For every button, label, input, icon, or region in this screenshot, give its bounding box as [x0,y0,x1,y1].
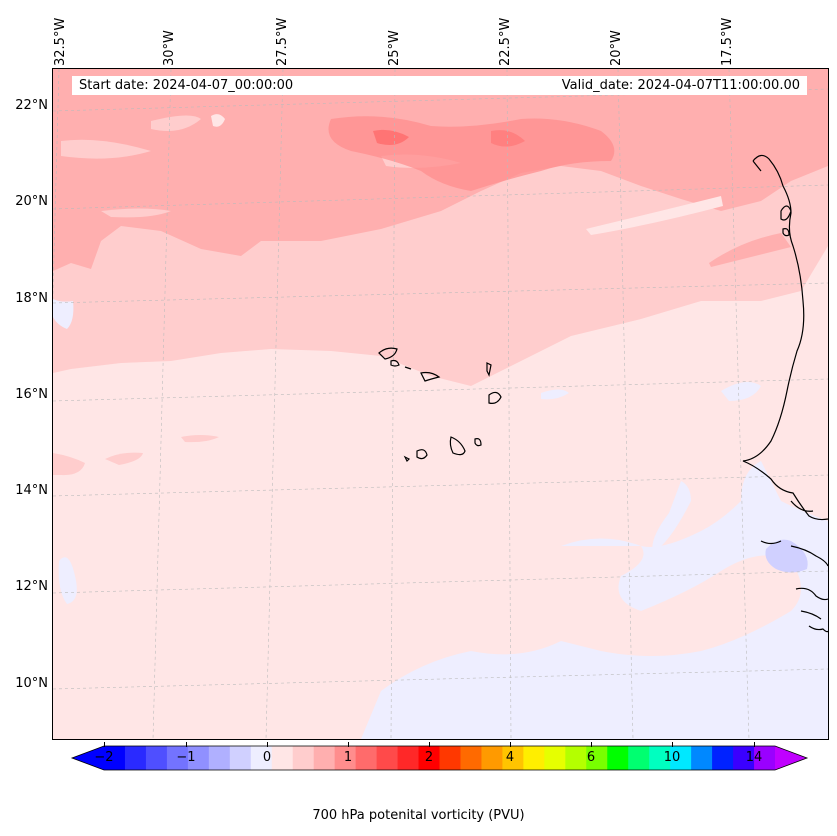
colorbar-swatch [208,746,231,770]
colorbar-swatch [271,746,294,770]
start-date-text: Start date: 2024-04-07_00:00:00 [79,78,294,93]
colorbar-swatch [187,746,210,770]
colorbar-extend-high [775,746,807,770]
colorbar-swatch [418,746,440,770]
colorbar-swatch [250,746,273,770]
pv-patch [53,299,74,329]
colorbar-label-4: 4 [505,750,515,765]
colorbar-swatch [229,746,252,770]
date-info-bar: Start date: 2024-04-07_00:00:00 Valid_da… [72,76,807,95]
lat-label-18n: 18°N [15,291,48,306]
colorbar-tick [429,742,430,747]
colorbar-swatch [292,746,315,770]
colorbar-swatch [565,746,587,770]
pv-patch [586,196,723,235]
valid-date-text: Valid_date: 2024-04-07T11:00:00.00 [561,78,800,93]
colorbar-tick [754,742,755,747]
lat-label-22n: 22°N [15,98,48,113]
colorbar-swatch [334,746,357,770]
colorbar-tick [186,742,187,747]
pv-patch [652,481,691,553]
colorbar-swatch [166,746,189,770]
colorbar-tick [348,742,349,747]
map-panel [52,68,829,740]
colorbar-swatch [124,746,147,770]
graticule [53,69,828,739]
lon-label-27-5w: 27.5°W [275,17,290,66]
pv-patch [373,129,409,145]
colorbar-swatch [460,746,482,770]
colorbar-tick [510,742,511,747]
lat-label-10n: 10°N [15,676,48,691]
colorbar-tick [672,742,673,747]
pv-level-neg-0.25-0 [361,461,828,739]
colorbar-swatch [628,746,650,770]
lat-label-14n: 14°N [15,483,48,498]
pv-contour-map [53,69,828,739]
colorbar-swatch [145,746,168,770]
colorbar-swatch [544,746,566,770]
colorbar [70,745,809,771]
colorbar-swatch [355,746,378,770]
colorbar-tick [104,742,105,747]
colorbar-label-14: 14 [745,750,763,765]
colorbar-label-10: 10 [663,750,681,765]
pv-patch [101,208,171,218]
pv-patch [53,453,85,476]
colorbar-label-neg1: −1 [176,750,196,765]
pv-patch [211,114,225,127]
colorbar-label-2: 2 [424,750,434,765]
colorbar-swatch [712,746,734,770]
colorbar-label-6: 6 [586,750,596,765]
colorbar-swatch [670,746,692,770]
colorbar-swatch [586,746,608,770]
colorbar-swatch [481,746,503,770]
colorbar-swatch [376,746,399,770]
africa-coastline [742,154,828,633]
pv-patch [709,233,791,267]
colorbar-tick [591,742,592,747]
colorbar-swatch [754,746,776,770]
pv-patch [541,389,569,400]
pv-patch [181,435,219,443]
lon-label-17-5w: 17.5°W [720,17,735,66]
colorbar-swatch [313,746,336,770]
colorbar-label-neg2: −2 [94,750,114,765]
lon-label-32-5w: 32.5°W [53,17,68,66]
colorbar-swatch [502,746,524,770]
colorbar-tick [267,742,268,747]
lon-label-20w: 20°W [609,30,624,66]
colorbar-swatch [607,746,629,770]
colorbar-title: 700 hPa potenital vorticity (PVU) [312,808,525,823]
colorbar-swatch [649,746,671,770]
colorbar-label-1: 1 [343,750,353,765]
colorbar-swatch [439,746,461,770]
lon-label-22-5w: 22.5°W [498,17,513,66]
colorbar-label-0: 0 [262,750,272,765]
pv-patch [151,115,201,132]
cape-verde-islands [378,347,502,463]
colorbar-swatch [104,746,126,770]
lat-label-12n: 12°N [15,579,48,594]
pv-patch [491,130,525,147]
pv-patch [61,139,151,159]
lat-label-20n: 20°N [15,194,48,209]
lon-label-30w: 30°W [162,30,177,66]
lon-label-25w: 25°W [387,30,402,66]
pv-patch [105,452,143,465]
lat-label-16n: 16°N [15,387,48,402]
colorbar-swatch [523,746,545,770]
pv-patch [721,382,761,401]
colorbar-swatch [397,746,420,770]
colorbar-swatch [733,746,755,770]
colorbar-extend-low [72,746,104,770]
colorbar-swatch [691,746,713,770]
